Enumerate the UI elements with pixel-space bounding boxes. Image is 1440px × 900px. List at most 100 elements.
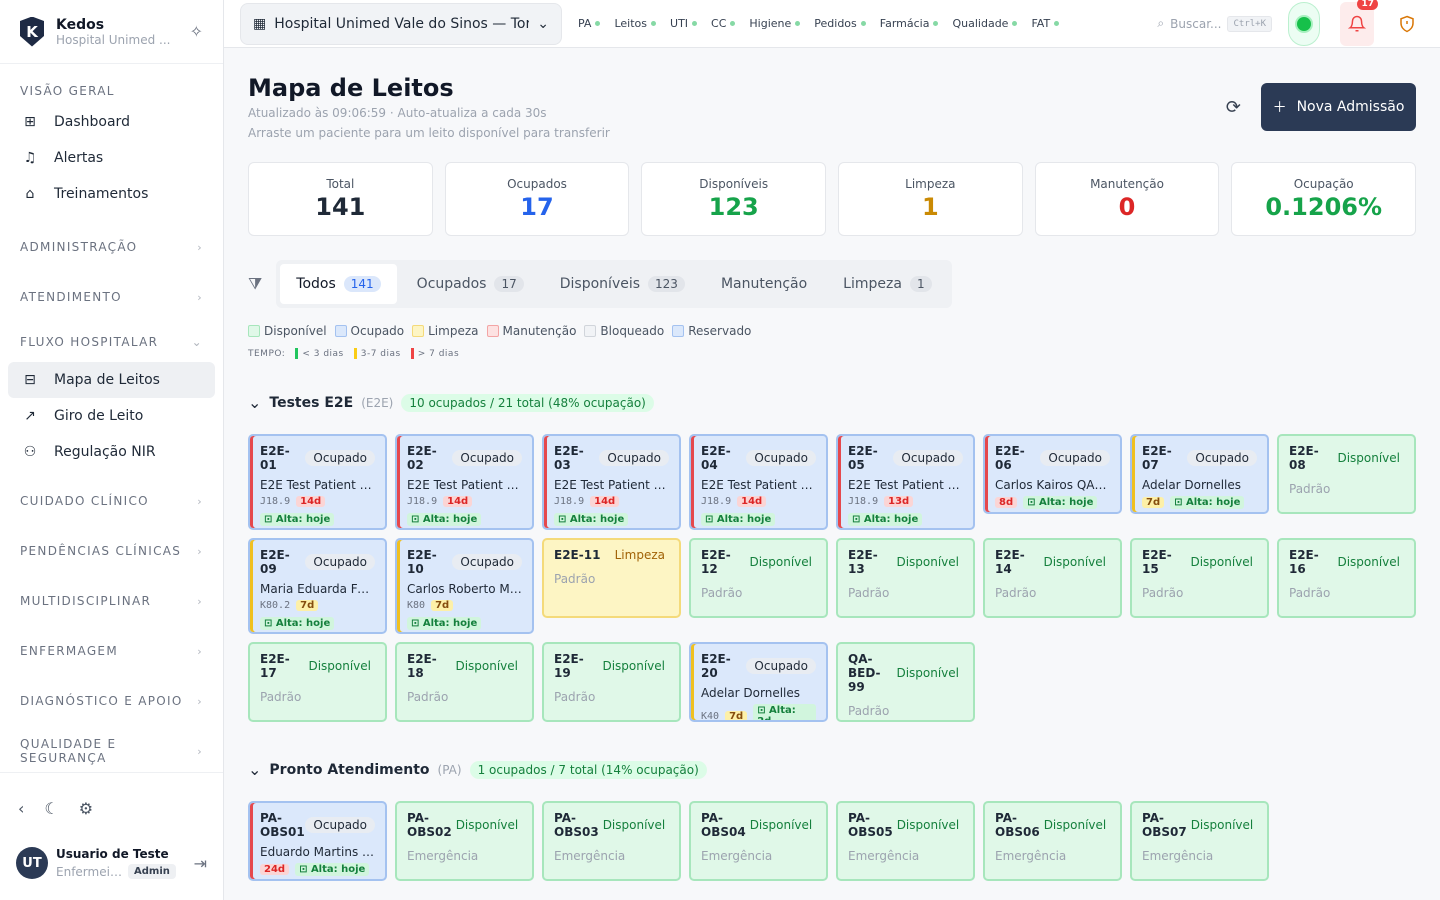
legend-swatch	[248, 325, 260, 337]
bed-card[interactable]: E2E-02 Ocupado E2E Test Patient 17... J18.9…	[395, 434, 534, 530]
module-link-fat[interactable]: FAT	[1031, 17, 1060, 30]
user-profile[interactable]: UT Usuario de Teste Enfermeir... Admin ⇥	[16, 847, 207, 879]
logout-icon[interactable]: ⇥	[193, 853, 207, 873]
tab-disponíveis[interactable]: Disponíveis 123	[544, 264, 701, 304]
tempo-bar	[410, 348, 414, 359]
bed-icon: ⊟	[24, 372, 36, 388]
sidebar-section-enfermagem[interactable]: ENFERMAGEM ›	[8, 626, 215, 676]
tempo-item: > 7 dias	[410, 348, 459, 359]
bed-header: PA-OBS06 Disponível	[995, 811, 1110, 839]
bed-card[interactable]: PA-OBS06 Disponível Emergência	[983, 801, 1122, 881]
tab-count: 123	[648, 276, 685, 292]
bed-card[interactable]: QA-BED-99 Disponível Padrão	[836, 642, 975, 722]
bed-card[interactable]: E2E-11 Limpeza Padrão	[542, 538, 681, 618]
bed-card[interactable]: E2E-15 Disponível Padrão	[1130, 538, 1269, 618]
bed-card[interactable]: E2E-01 Ocupado E2E Test Patient 17... J18.9…	[248, 434, 387, 530]
bed-card[interactable]: E2E-14 Disponível Padrão	[983, 538, 1122, 618]
sidebar-section-atendimento[interactable]: ATENDIMENTO ›	[8, 272, 215, 322]
sidebar-section-cuidado-clínico[interactable]: CUIDADO CLÍNICO ›	[8, 476, 215, 526]
stat-card-limpeza: Limpeza 1	[838, 162, 1023, 236]
sector-summary: 1 ocupados / 7 total (14% ocupação)	[469, 760, 707, 779]
bed-header: QA-BED-99 Disponível	[848, 652, 963, 694]
search-box[interactable]: ⌕ Buscar... Ctrl+K	[1157, 15, 1272, 32]
legend-swatch	[584, 325, 597, 337]
tab-label: Disponíveis	[559, 276, 641, 292]
status-tabs: Todos 141 Ocupados 17 Disponíveis 123 Manutenç…	[276, 260, 952, 308]
gear-icon[interactable]: ⚙	[78, 798, 94, 818]
sparkle-icon[interactable]: ✧	[189, 22, 203, 41]
module-link-higiene[interactable]: Higiene	[749, 17, 801, 30]
bed-type: Padrão	[995, 586, 1037, 600]
module-label: Leitos	[614, 17, 648, 30]
refresh-icon[interactable]: ⟳	[1225, 96, 1241, 118]
collapse-sidebar-icon[interactable]: ‹	[18, 798, 25, 818]
sidebar-item-label: Mapa de Leitos	[54, 372, 160, 388]
tab-limpeza[interactable]: Limpeza 1	[827, 264, 947, 304]
module-link-uti[interactable]: UTI	[670, 17, 698, 30]
sidebar-section-multidisciplinar[interactable]: MULTIDISCIPLINAR ›	[8, 576, 215, 626]
module-label: PA	[578, 17, 592, 30]
bed-card[interactable]: PA-OBS03 Disponível Emergência	[542, 801, 681, 881]
sidebar-section-diagnóstico-e-apoio[interactable]: DIAGNÓSTICO E APOIO ›	[8, 676, 215, 726]
bed-card[interactable]: PA-OBS05 Disponível Emergência	[836, 801, 975, 881]
sidebar-section-fluxo[interactable]: FLUXO HOSPITALAR ⌄	[8, 322, 215, 362]
bed-card[interactable]: PA-OBS02 Disponível Emergência	[395, 801, 534, 881]
module-link-pa[interactable]: PA	[578, 17, 601, 30]
module-link-leitos[interactable]: Leitos	[614, 17, 657, 30]
bed-card[interactable]: E2E-18 Disponível Padrão	[395, 642, 534, 722]
tab-todos[interactable]: Todos 141	[280, 264, 397, 304]
bed-card[interactable]: E2E-09 Ocupado Maria Eduarda Ferr... K80.2 7…	[248, 538, 387, 634]
patient-name: E2E Test Patient 17...	[701, 478, 816, 492]
bed-card[interactable]: E2E-05 Ocupado E2E Test Patient 17... J18.9…	[836, 434, 975, 530]
sidebar-item-giro-de-leito[interactable]: ↗ Giro de Leito	[8, 398, 215, 434]
bed-card[interactable]: E2E-06 Ocupado Carlos Kairos QA Ci... 8d ⊡ A…	[983, 434, 1122, 514]
sidebar-section-qualidade-e-segurança[interactable]: QUALIDADE E SEGURANÇA ›	[8, 726, 215, 772]
bed-card[interactable]: PA-OBS04 Disponível Emergência	[689, 801, 828, 881]
security-button[interactable]	[1390, 2, 1424, 46]
bed-card[interactable]: E2E-08 Disponível Padrão	[1277, 434, 1416, 514]
sidebar-item-regulação-nir[interactable]: ⚇ Regulação NIR	[8, 434, 215, 470]
sector-header[interactable]: ⌄ Testes E2E (E2E) 10 ocupados / 21 total (…	[248, 393, 1416, 412]
new-admission-button[interactable]: ＋ Nova Admissão	[1261, 83, 1416, 131]
bed-card[interactable]: E2E-03 Ocupado E2E Test Patient 17... J18.9…	[542, 434, 681, 530]
sidebar-item-mapa-de-leitos[interactable]: ⊟ Mapa de Leitos	[8, 362, 215, 398]
bed-type: Padrão	[554, 572, 596, 586]
sector-header[interactable]: ⌄ Pronto Atendimento (PA) 1 ocupados / 7 to…	[248, 760, 1416, 779]
module-link-pedidos[interactable]: Pedidos	[814, 17, 866, 30]
bed-card[interactable]: E2E-19 Disponível Padrão	[542, 642, 681, 722]
bed-card[interactable]: E2E-07 Ocupado Adelar Dornelles 7d ⊡ Alta: h…	[1130, 434, 1269, 514]
bed-card[interactable]: E2E-10 Ocupado Carlos Roberto Me... K80 7d ⊡ …	[395, 538, 534, 634]
chevron-down-icon[interactable]: ⌄	[248, 393, 262, 412]
bed-header: E2E-15 Disponível	[1142, 548, 1257, 576]
tab-manutenção[interactable]: Manutenção	[705, 264, 823, 304]
sidebar-item-treinamentos[interactable]: ⌂ Treinamentos	[8, 176, 215, 212]
sidebar-item-alertas[interactable]: ♫ Alertas	[8, 140, 215, 176]
tab-ocupados[interactable]: Ocupados 17	[401, 264, 540, 304]
chevron-down-icon[interactable]: ⌄	[248, 760, 262, 779]
brand-name: Kedos	[56, 16, 105, 33]
sidebar-section-pendências-clínicas[interactable]: PENDÊNCIAS CLÍNICAS ›	[8, 526, 215, 576]
bed-card[interactable]: E2E-13 Disponível Padrão	[836, 538, 975, 618]
module-link-cc[interactable]: CC	[711, 17, 736, 30]
notifications-button[interactable]: 17	[1340, 0, 1378, 46]
module-link-qualidade[interactable]: Qualidade	[952, 17, 1018, 30]
module-link-farmácia[interactable]: Farmácia	[880, 17, 939, 30]
bed-card[interactable]: E2E-20 Ocupado Adelar Dornelles K40 7d ⊡ Alta…	[689, 642, 828, 722]
stay-days: 8d	[995, 497, 1018, 508]
page-title: Mapa de Leitos	[248, 74, 454, 102]
bed-card[interactable]: E2E-16 Disponível Padrão	[1277, 538, 1416, 618]
bed-card[interactable]: E2E-04 Ocupado E2E Test Patient 17... J18.9…	[689, 434, 828, 530]
unit-selector[interactable]: ▦ Hospital Unimed Vale do Sinos — Torre …	[240, 2, 562, 45]
sidebar-section-administração[interactable]: ADMINISTRAÇÃO ›	[8, 222, 215, 272]
bed-card[interactable]: E2E-17 Disponível Padrão	[248, 642, 387, 722]
status-dot	[933, 21, 939, 26]
bed-status: Disponível	[749, 818, 813, 832]
bed-card[interactable]: E2E-12 Disponível Padrão	[689, 538, 828, 618]
bed-meta: J18.9 14d	[260, 496, 375, 507]
legend-label: Bloqueado	[600, 324, 665, 338]
bed-card[interactable]: PA-OBS07 Disponível Emergência	[1130, 801, 1269, 881]
moon-icon[interactable]: ☾	[44, 798, 59, 818]
connection-status[interactable]	[1288, 1, 1320, 46]
sidebar-item-dashboard[interactable]: ⊞ Dashboard	[8, 104, 215, 140]
